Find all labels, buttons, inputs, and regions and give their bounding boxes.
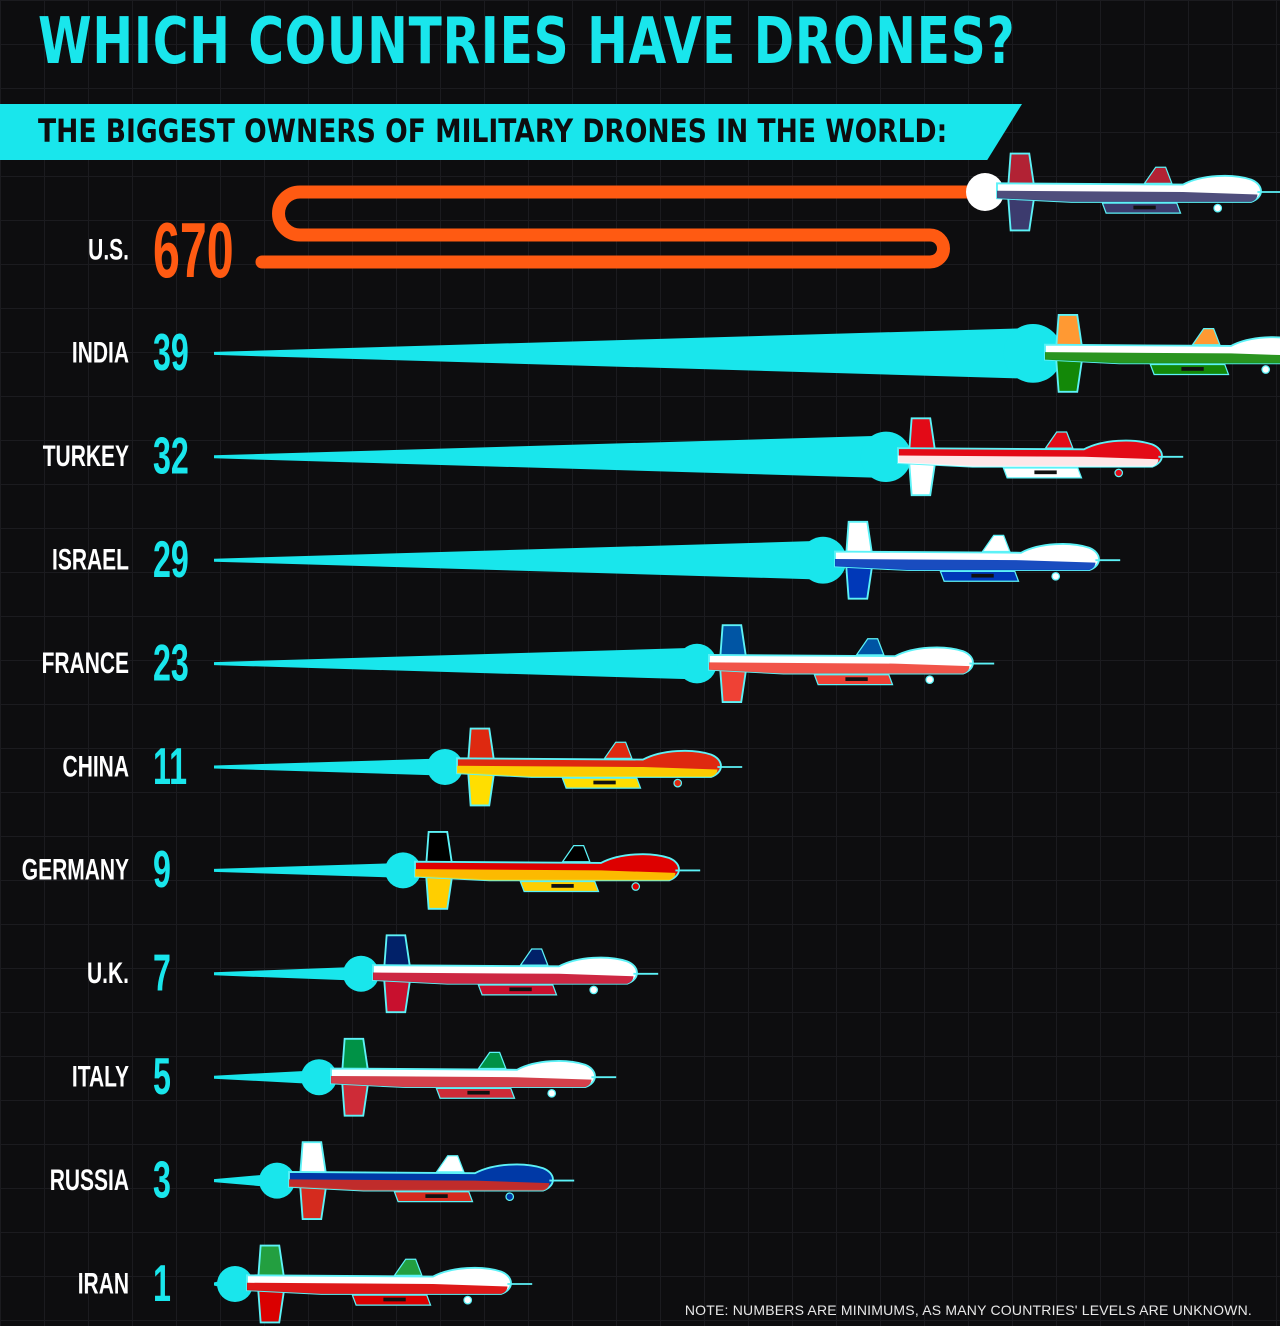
drone-italy-flag xyxy=(330,1037,617,1117)
bar-row-india: INDIA 39 xyxy=(72,314,1280,393)
drone-germany-flag xyxy=(414,831,701,910)
value-label: 32 xyxy=(153,428,189,486)
drone-china-flag xyxy=(456,727,743,807)
value-label: 9 xyxy=(153,842,171,900)
bar xyxy=(214,863,403,878)
drone-france-flag xyxy=(708,624,995,703)
bar xyxy=(214,435,886,478)
bar-row-turkey: TURKEY 32 xyxy=(43,417,1184,497)
drone-india-flag xyxy=(1044,314,1280,393)
category-label: IRAN xyxy=(78,1268,129,1300)
bar-row-france: FRANCE 23 xyxy=(42,624,995,703)
category-label: ISRAEL xyxy=(52,544,129,576)
bar-end-marker xyxy=(1003,324,1063,383)
drone-united-states-flag xyxy=(996,152,1280,232)
value-label: 39 xyxy=(153,325,189,383)
category-label: TURKEY xyxy=(43,441,129,473)
chart-title: WHICH COUNTRIES HAVE DRONES? xyxy=(38,5,1016,79)
bar-end-marker xyxy=(860,431,912,482)
bar-end-marker xyxy=(259,1162,295,1199)
bar-row-iran: IRAN 1 xyxy=(78,1244,533,1324)
value-label: 29 xyxy=(153,531,189,589)
drone-russia-flag xyxy=(288,1141,575,1220)
bar-row-italy: ITALY 5 xyxy=(72,1037,617,1117)
bar-row-u-k: U.K. 7 xyxy=(87,934,659,1014)
bar-end-marker xyxy=(343,955,379,992)
value-label: 5 xyxy=(153,1048,171,1106)
category-label: RUSSIA xyxy=(50,1164,129,1196)
category-label: CHINA xyxy=(63,751,129,783)
bar-row-russia: RUSSIA 3 xyxy=(50,1141,575,1220)
bar-end-marker xyxy=(966,173,1004,211)
category-label: U.K. xyxy=(87,958,129,990)
value-label: 23 xyxy=(153,635,189,693)
bar-end-marker xyxy=(301,1059,337,1096)
bar-end-marker xyxy=(217,1266,253,1302)
drone-israel-flag xyxy=(834,520,1121,600)
bar-end-marker xyxy=(427,749,463,785)
footnote: NOTE: NUMBERS ARE MINIMUMS, AS MANY COUN… xyxy=(684,1302,1252,1318)
drone-iran-flag xyxy=(246,1244,533,1324)
value-label: 7 xyxy=(153,945,171,1003)
bar-row-china: CHINA 11 xyxy=(63,727,743,807)
bar-row-israel: ISRAEL 29 xyxy=(52,520,1121,600)
bar xyxy=(214,966,361,981)
bar xyxy=(214,1070,319,1085)
value-label: 3 xyxy=(153,1152,171,1210)
subtitle-banner xyxy=(0,104,1022,160)
bar-row-germany: GERMANY 9 xyxy=(22,831,701,910)
category-label: INDIA xyxy=(72,337,129,369)
bar-end-marker xyxy=(385,852,421,889)
value-label: 11 xyxy=(153,738,187,796)
bar-row-u-s: U.S. 670 xyxy=(88,152,1280,294)
bar xyxy=(214,647,697,680)
value-label: 1 xyxy=(153,1255,171,1313)
category-label: GERMANY xyxy=(22,854,129,886)
category-label: ITALY xyxy=(72,1061,129,1093)
bar xyxy=(214,328,1033,379)
category-label: FRANCE xyxy=(42,647,129,679)
category-label: U.S. xyxy=(88,234,129,266)
value-label: 670 xyxy=(153,206,234,294)
bar-end-marker xyxy=(677,643,717,684)
drone-united-kingdom-flag xyxy=(372,934,659,1014)
bar xyxy=(214,758,445,776)
bar xyxy=(214,540,823,580)
bar xyxy=(255,185,992,269)
drone-turkey-flag xyxy=(897,417,1184,497)
chart-subtitle: THE BIGGEST OWNERS OF MILITARY DRONES IN… xyxy=(38,112,948,150)
bar-end-marker xyxy=(799,536,847,584)
